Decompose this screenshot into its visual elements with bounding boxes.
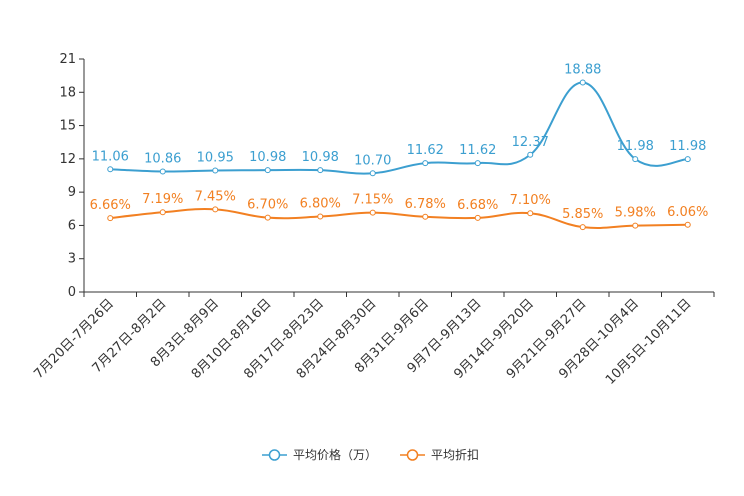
data-point	[527, 210, 534, 217]
data-label: 7.19%	[142, 192, 183, 207]
series-average-discount: 6.66% 7.19% 7.45% 6.70% 6.80% 7.15% 6.78% 6.68%…	[90, 189, 708, 231]
data-point	[422, 213, 429, 220]
legend-marker-icon	[406, 449, 419, 461]
data-label: 7.45%	[195, 189, 236, 204]
data-point	[369, 209, 376, 216]
data-point	[264, 167, 271, 174]
data-point	[474, 160, 481, 167]
data-label: 6.66%	[90, 198, 131, 213]
legend-item-average-discount[interactable]: 平均折扣	[400, 447, 479, 462]
y-tick-label: 0	[68, 285, 76, 300]
data-point	[264, 214, 271, 221]
y-tick-label: 18	[59, 85, 76, 100]
series-line	[110, 208, 688, 229]
data-label: 11.62	[407, 143, 444, 158]
data-point	[159, 168, 166, 175]
data-point	[684, 156, 691, 163]
data-point	[579, 224, 586, 231]
data-point	[632, 222, 639, 229]
data-label: 10.95	[197, 151, 234, 166]
data-label: 12.37	[512, 135, 549, 150]
data-point	[107, 215, 114, 222]
data-point	[422, 160, 429, 167]
series-average-price: 11.06 10.86 10.95 10.98 10.98 10.70 11.62 11.62…	[92, 63, 706, 177]
legend[interactable]: 平均价格（万） 平均折扣	[262, 447, 479, 462]
data-label: 5.98%	[615, 206, 656, 221]
data-point	[474, 214, 481, 221]
data-label: 6.78%	[405, 197, 446, 212]
y-tick-label: 15	[59, 119, 76, 134]
data-label: 6.80%	[300, 197, 341, 212]
y-tick-label: 21	[59, 52, 76, 67]
data-point	[579, 79, 586, 86]
legend-marker-icon	[268, 449, 281, 461]
data-point	[212, 167, 219, 174]
data-label: 11.06	[92, 149, 129, 164]
data-point	[369, 170, 376, 177]
data-label: 6.06%	[667, 205, 708, 220]
legend-label: 平均价格（万）	[293, 447, 377, 462]
legend-item-average-price[interactable]: 平均价格（万）	[262, 447, 377, 462]
data-label: 11.98	[669, 139, 706, 154]
data-point	[632, 156, 639, 163]
data-point	[684, 221, 691, 228]
legend-label: 平均折扣	[431, 447, 479, 462]
data-label: 10.98	[302, 150, 339, 165]
series-group: 11.06 10.86 10.95 10.98 10.98 10.70 11.62 11.62…	[90, 63, 708, 231]
y-tick-label: 6	[68, 218, 76, 233]
data-label: 11.98	[617, 139, 654, 154]
data-point	[527, 151, 534, 158]
data-label: 7.15%	[352, 193, 393, 208]
data-label: 6.68%	[457, 198, 498, 213]
y-tick-label: 12	[59, 152, 76, 167]
data-label: 10.70	[354, 153, 391, 168]
y-tick-label: 9	[68, 185, 76, 200]
data-label: 7.10%	[510, 193, 551, 208]
data-label: 11.62	[459, 143, 496, 158]
data-point	[212, 206, 219, 213]
data-label: 6.70%	[247, 198, 288, 213]
data-point	[317, 213, 324, 220]
data-point	[159, 209, 166, 216]
data-label: 18.88	[564, 63, 601, 78]
data-point	[107, 166, 114, 173]
y-tick-label: 3	[68, 252, 76, 267]
data-label: 10.86	[144, 152, 181, 167]
axes: 0369121518217月20日-7月26日7月27日-8月2日8月3日-8月…	[31, 52, 715, 388]
data-label: 10.98	[249, 150, 286, 165]
data-point	[317, 167, 324, 174]
data-label: 5.85%	[562, 207, 603, 222]
